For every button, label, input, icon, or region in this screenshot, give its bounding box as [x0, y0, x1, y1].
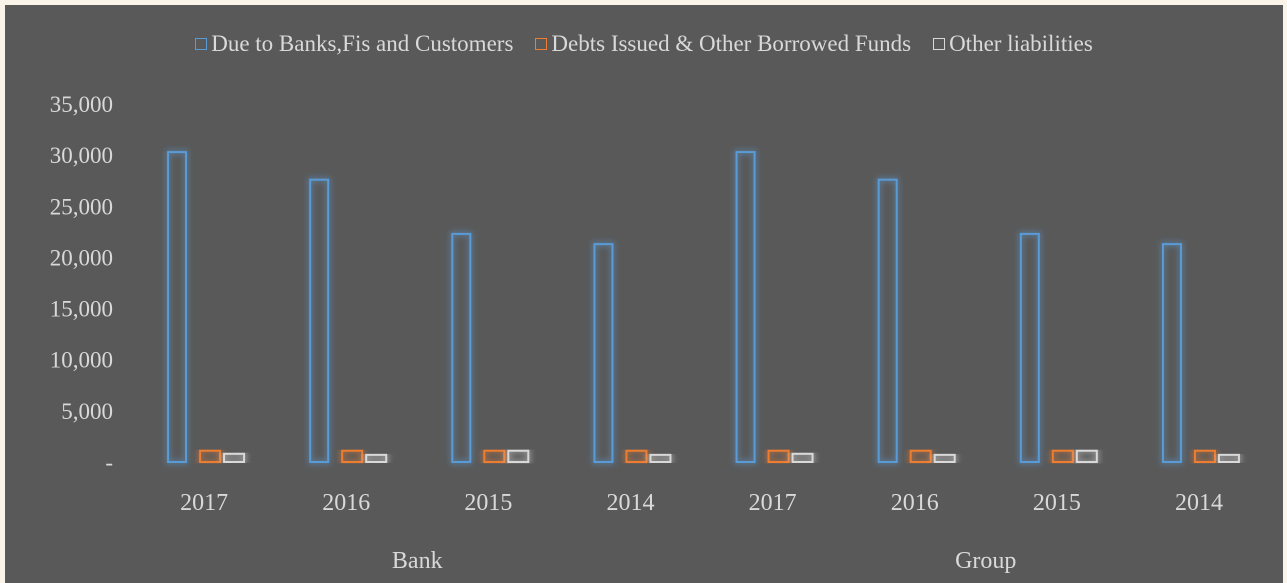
y-tick-label: 30,000 — [50, 143, 113, 168]
group-label: Bank — [392, 548, 443, 574]
bar-other-liabilities — [649, 453, 672, 463]
bar-debts-issued — [767, 449, 790, 463]
y-tick-label: 20,000 — [50, 245, 113, 270]
legend-label-due-to-banks: Due to Banks,Fis and Customers — [211, 31, 514, 56]
bar-debts-issued-glow — [481, 448, 507, 465]
bar-other-liabilities — [223, 452, 246, 463]
legend-swatch-other-liabilities — [933, 38, 946, 50]
group-label: Group — [955, 548, 1016, 574]
bar-other-liabilities-glow — [1216, 452, 1242, 465]
y-tick-label: 25,000 — [50, 194, 113, 219]
bar-debts-issued — [1051, 449, 1074, 463]
legend-swatch-due-to-banks — [195, 38, 208, 50]
bar-debts-issued — [625, 449, 648, 463]
y-tick-label: 35,000 — [50, 92, 113, 117]
bar-due-to-banks-glow — [307, 177, 331, 465]
bar-due-to-banks-glow — [876, 177, 900, 465]
bar-debts-issued — [1193, 449, 1216, 463]
legend-label-debts-issued: Debts Issued & Other Borrowed Funds — [551, 31, 912, 56]
bar-debts-issued-glow — [908, 448, 934, 465]
bar-due-to-banks — [1161, 243, 1182, 463]
bar-other-liabilities-glow — [647, 452, 673, 465]
bar-due-to-banks — [1019, 232, 1040, 463]
bar-due-to-banks-glow — [734, 149, 758, 465]
bar-other-liabilities-glow — [221, 451, 247, 465]
bar-due-to-banks — [735, 151, 756, 463]
bar-debts-issued-glow — [197, 448, 223, 465]
y-tick-label: 10,000 — [50, 348, 113, 373]
x-tick-label: 2015 — [464, 490, 512, 516]
bar-debts-issued — [199, 449, 222, 463]
x-tick-label: 2016 — [891, 490, 939, 516]
bar-due-to-banks-glow — [1018, 231, 1042, 465]
bar-other-liabilities — [933, 453, 956, 463]
legend-item-other-liabilities: Other liabilities — [933, 31, 1093, 57]
bar-other-liabilities-glow — [1074, 448, 1100, 465]
bar-other-liabilities — [507, 449, 530, 463]
x-tick-label: 2014 — [1175, 490, 1223, 516]
legend-item-debts-issued: Debts Issued & Other Borrowed Funds — [535, 31, 911, 57]
x-tick-label: 2017 — [180, 490, 228, 516]
y-tick-label: - — [105, 450, 113, 475]
bar-other-liabilities-glow — [363, 452, 389, 465]
bar-debts-issued — [341, 449, 364, 463]
x-tick-label: 2016 — [322, 490, 370, 516]
bar-debts-issued-glow — [339, 448, 365, 465]
legend-label-other-liabilities: Other liabilities — [949, 31, 1093, 56]
legend-item-due-to-banks: Due to Banks,Fis and Customers — [195, 31, 513, 57]
bar-debts-issued-glow — [766, 448, 792, 465]
bar-due-to-banks — [167, 151, 188, 463]
bar-due-to-banks — [451, 232, 472, 463]
x-tick-label: 2014 — [606, 490, 654, 516]
bar-due-to-banks-glow — [449, 231, 473, 465]
y-tick-label: 5,000 — [61, 399, 113, 424]
y-tick-label: 15,000 — [50, 297, 113, 322]
chart-legend: Due to Banks,Fis and Customers Debts Iss… — [5, 31, 1283, 57]
bar-other-liabilities — [791, 452, 814, 463]
x-tick-label: 2015 — [1033, 490, 1081, 516]
bar-debts-issued — [483, 449, 506, 463]
bar-debts-issued-glow — [1192, 448, 1218, 465]
bar-due-to-banks — [877, 178, 898, 463]
chart-panel: Due to Banks,Fis and Customers Debts Iss… — [5, 5, 1283, 583]
bar-due-to-banks-glow — [591, 241, 615, 465]
bar-other-liabilities — [1075, 449, 1098, 463]
bar-other-liabilities-glow — [790, 451, 816, 465]
bar-due-to-banks — [593, 243, 614, 463]
bar-other-liabilities — [1217, 453, 1240, 463]
bar-debts-issued-glow — [623, 448, 649, 465]
bar-chart: - 5,000 10,000 15,000 20,000 25,000 30,000 35,0… — [50, 92, 1242, 574]
x-tick-label: 2017 — [749, 490, 797, 516]
bar-due-to-banks-glow — [165, 149, 189, 465]
bar-debts-issued-glow — [1050, 448, 1076, 465]
bar-other-liabilities — [365, 453, 388, 463]
legend-swatch-debts-issued — [535, 38, 548, 50]
bar-other-liabilities-glow — [505, 448, 531, 465]
bar-debts-issued — [909, 449, 932, 463]
bar-other-liabilities-glow — [932, 452, 958, 465]
bar-due-to-banks-glow — [1160, 241, 1184, 465]
bar-due-to-banks — [309, 178, 330, 463]
